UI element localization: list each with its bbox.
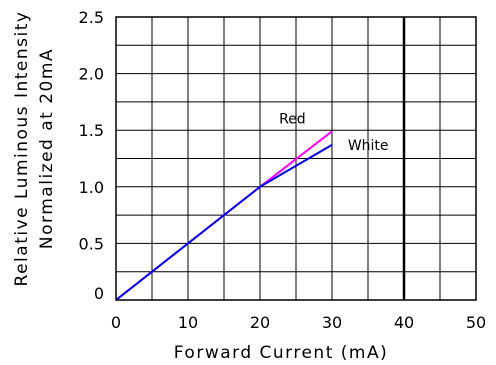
x-axis-title: Forward Current (mA) [174, 343, 388, 363]
y-axis-title-line-2: Normalized at 20mA [37, 48, 57, 249]
x-tick-label: 10 [178, 313, 198, 332]
x-tick-label: 0 [111, 313, 121, 332]
plot-frame [115, 16, 477, 301]
series-line-white [115, 144, 333, 301]
x-tick-label: 30 [322, 313, 342, 332]
x-tick-labels: 0 10 20 30 40 50 [111, 313, 486, 332]
y-tick-label: 0.5 [79, 234, 104, 253]
y-axis-title-line-1: Relative Luminous Intensity [12, 11, 32, 287]
series-labels: Red White [279, 111, 388, 154]
series-lines [115, 130, 333, 301]
y-tick-label: 2.5 [79, 8, 104, 27]
y-tick-label: 0 [94, 284, 104, 303]
x-tick-label: 40 [394, 313, 414, 332]
y-tick-label: 1.5 [79, 121, 104, 140]
series-label-white: White [348, 138, 389, 154]
y-tick-labels: 0 0.5 1.0 1.5 2.0 2.5 [79, 8, 104, 303]
x-tick-label: 50 [466, 313, 486, 332]
series-label-red: Red [279, 111, 306, 127]
y-tick-label: 1.0 [79, 178, 104, 197]
x-tick-label: 20 [250, 313, 270, 332]
y-tick-label: 2.0 [79, 65, 104, 84]
